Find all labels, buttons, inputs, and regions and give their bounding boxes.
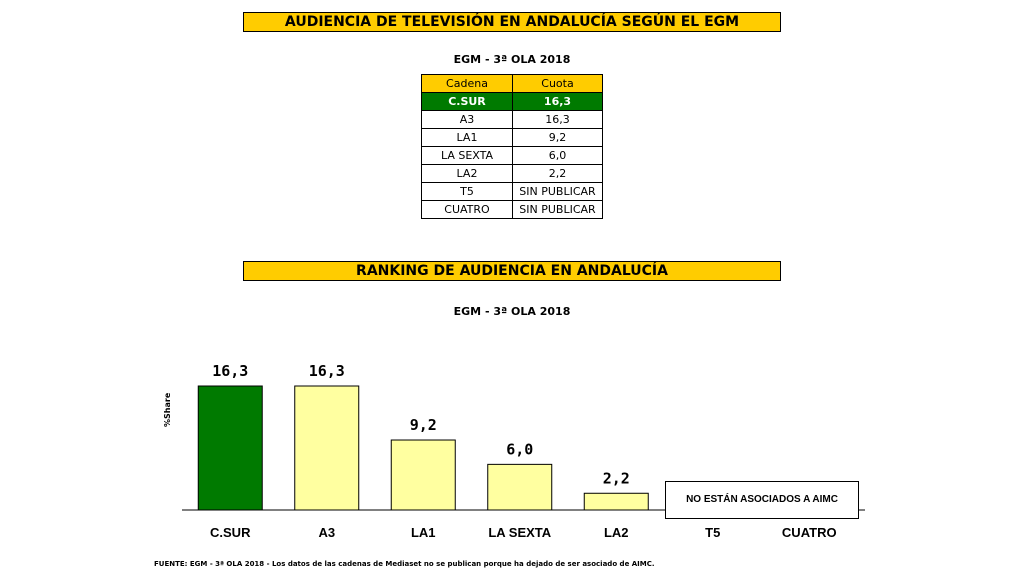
cell-share: 6,0: [512, 146, 603, 165]
bar: [583, 492, 649, 511]
x-tick-label: LA SEXTA: [488, 525, 551, 540]
cell-channel: CUATRO: [421, 200, 513, 219]
bar: [197, 385, 263, 511]
x-tick-label: T5: [705, 525, 720, 540]
x-tick-label: A3: [318, 525, 335, 540]
chart-subtitle: EGM - 3ª OLA 2018: [453, 305, 571, 318]
main-title: AUDIENCIA DE TELEVISIÓN EN ANDALUCÍA SEG…: [243, 12, 781, 32]
cell-share: SIN PUBLICAR: [512, 200, 603, 219]
table-row: LA SEXTA 6,0: [421, 146, 603, 165]
cell-share: 16,3: [512, 92, 603, 111]
bar: [294, 385, 360, 511]
data-label: 16,3: [309, 362, 345, 380]
data-label: 9,2: [410, 416, 437, 434]
audience-table: Cadena Cuota C.SUR 16,3 A3 16,3 LA1 9,2 …: [421, 74, 603, 219]
table-header-row: Cadena Cuota: [421, 74, 603, 93]
header-cadena: Cadena: [421, 74, 513, 93]
x-tick-label: C.SUR: [210, 525, 251, 540]
x-tick-label: LA1: [411, 525, 436, 540]
x-tick-label: CUATRO: [782, 525, 837, 540]
data-label: 2,2: [603, 469, 630, 487]
chart-title: RANKING DE AUDIENCIA EN ANDALUCÍA: [243, 261, 781, 281]
not-associated-note: NO ESTÁN ASOCIADOS A AIMC: [665, 481, 859, 519]
cell-channel: LA1: [421, 128, 513, 147]
source-footer: FUENTE: EGM - 3ª OLA 2018 - Los datos de…: [154, 560, 655, 568]
bar: [487, 463, 553, 511]
bar: [390, 439, 456, 511]
table-row: LA1 9,2: [421, 128, 603, 147]
table-row: A3 16,3: [421, 110, 603, 129]
x-tick-label: LA2: [604, 525, 629, 540]
table-subtitle: EGM - 3ª OLA 2018: [453, 53, 571, 66]
table-row: C.SUR 16,3: [421, 92, 603, 111]
table-row: CUATRO SIN PUBLICAR: [421, 200, 603, 219]
data-label: 6,0: [506, 440, 533, 458]
header-cuota: Cuota: [512, 74, 603, 93]
data-label: 16,3: [212, 362, 248, 380]
cell-channel: LA SEXTA: [421, 146, 513, 165]
